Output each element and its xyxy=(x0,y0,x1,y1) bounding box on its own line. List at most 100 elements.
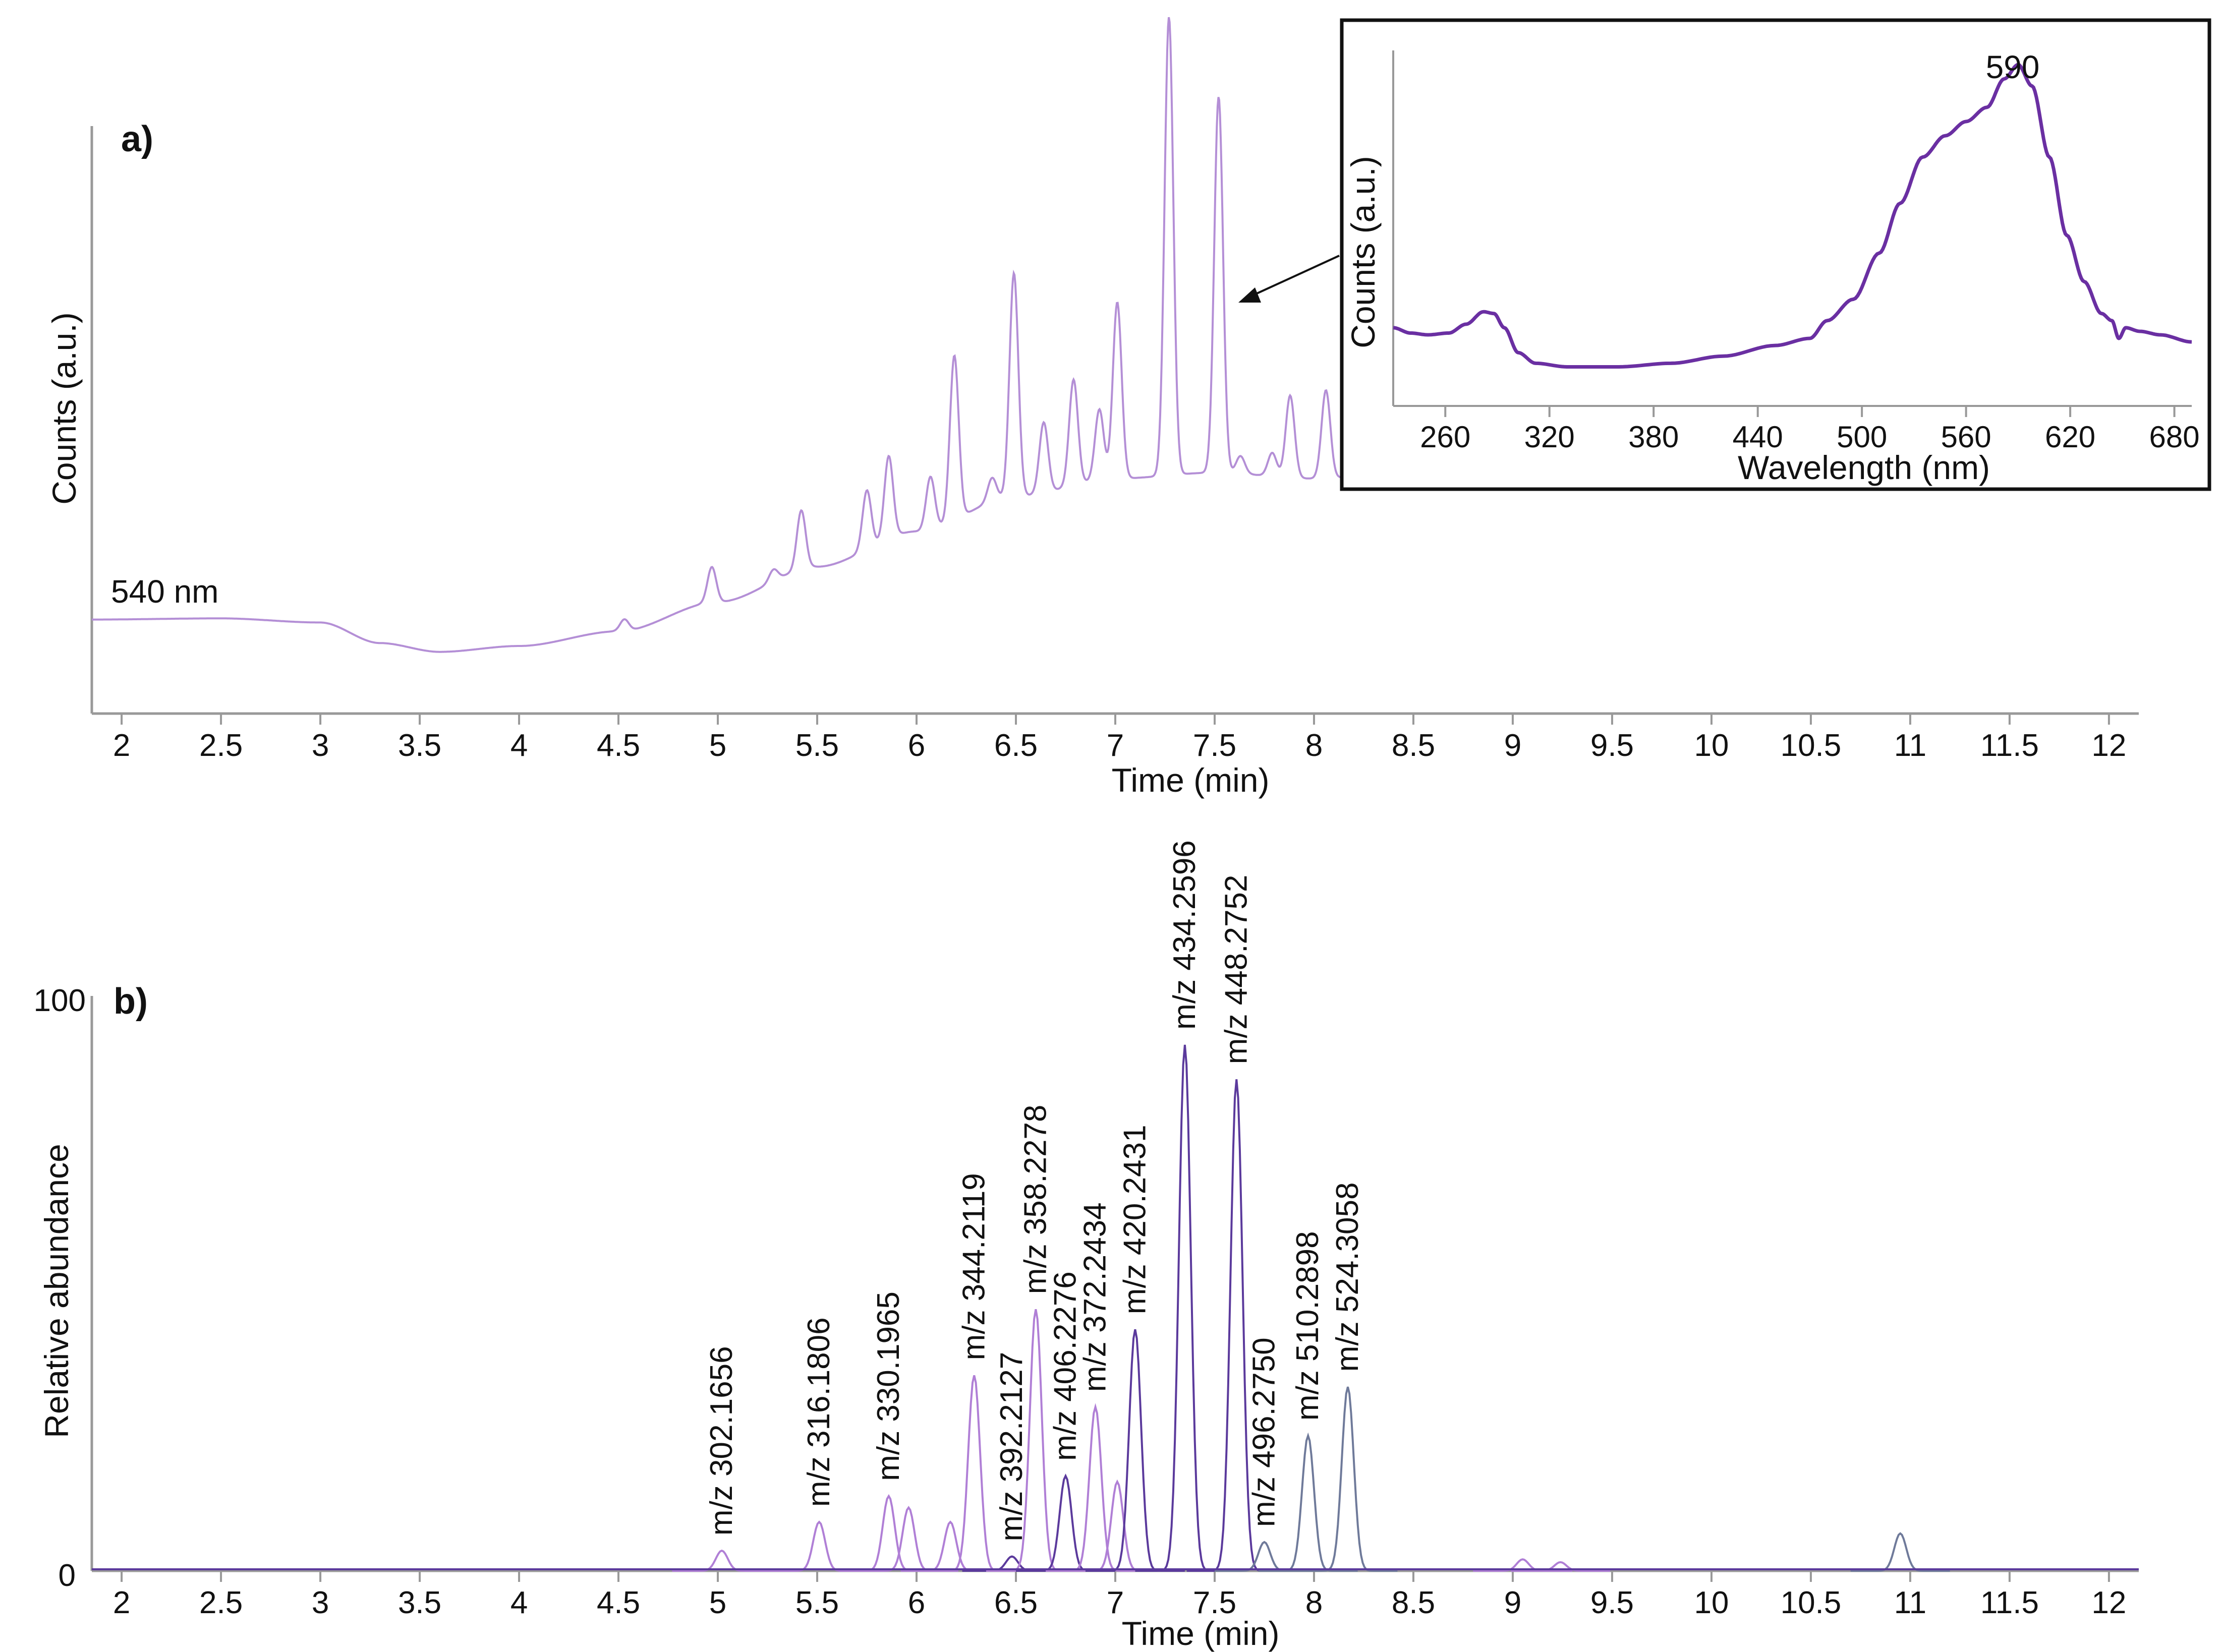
panel-b-x-tick-label: 4.5 xyxy=(597,1585,640,1620)
panel-b-y-tick-0: 0 xyxy=(59,1558,76,1593)
panel-b-x-tick-label: 9.5 xyxy=(1590,1585,1634,1620)
panel-b-peak xyxy=(1473,1558,1573,1572)
panel-b-x-ticks: 2 2.5 3 3.5 4 4.5 5 5.5 6 6.5 7 7.5 8 8.5 9 9.5 10 10.5 11… xyxy=(113,1571,2126,1620)
panel-b-y-tick-100: 100 xyxy=(34,983,86,1018)
panel-b-y-title: Relative abundance xyxy=(38,1144,75,1438)
panel-a-x-tick-label: 12 xyxy=(2091,728,2126,763)
peak-label: m/z 302.1656 xyxy=(704,1346,739,1536)
peak-label: m/z 510.2898 xyxy=(1290,1231,1325,1421)
inset-x-tick-label: 620 xyxy=(2045,420,2095,454)
inset-y-title: Counts (a.u.) xyxy=(1344,156,1382,348)
inset-arrow-head xyxy=(1238,287,1261,303)
peak-label: m/z 392.2127 xyxy=(994,1352,1029,1542)
panel-b-x-tick-label: 3 xyxy=(312,1585,329,1620)
panel-a-inset: Counts (a.u.) Wavelength (nm) 260 320 380 4… xyxy=(1340,18,2211,491)
panel-b-x-tick-label: 2 xyxy=(113,1585,130,1620)
panel-a-x-tick-label: 8.5 xyxy=(1392,728,1435,763)
panel-b-peak-labels: m/z 302.1656 m/z 316.1806 m/z 330.1965 m/z … xyxy=(704,840,1365,1541)
inset-arrow-line xyxy=(1253,255,1340,296)
panel-a-x-tick-label: 3.5 xyxy=(398,728,441,763)
panel-a-x-ticks: 2 2.5 3 3.5 4 4.5 5 5.5 6 6.5 7 7.5 8 8.5 9 9.5 10 10.5 11… xyxy=(113,714,2126,763)
panel-b-x-tick-label: 10 xyxy=(1694,1585,1729,1620)
panel-a-x-tick-label: 7.5 xyxy=(1193,728,1236,763)
panel-b-peak xyxy=(1258,1432,1358,1572)
panel-a-x-tick-label: 10.5 xyxy=(1781,728,1842,763)
panel-b-x-tick-label: 9 xyxy=(1504,1585,1521,1620)
panel-b-peak xyxy=(839,1494,939,1572)
peak-label: m/z 420.2431 xyxy=(1117,1125,1152,1314)
trace-label-540nm: 540 nm xyxy=(111,573,218,610)
panel-b-x-tick-label: 7 xyxy=(1107,1585,1124,1620)
panel-a: a) Counts (a.u.) Time (min) 2 2.5 3 3.5 4 4.5… xyxy=(45,17,2139,799)
panel-b-x-tick-label: 12 xyxy=(2091,1585,2126,1620)
panel-b-x-tick-label: 11 xyxy=(1894,1585,1926,1620)
panel-b-x-tick-label: 11.5 xyxy=(1980,1585,2039,1620)
panel-b-x-tick-label: 10.5 xyxy=(1781,1585,1842,1620)
panel-a-x-tick-label: 10 xyxy=(1694,728,1729,763)
panel-b-traces xyxy=(92,1044,2139,1572)
panel-b-peak xyxy=(1511,1561,1610,1572)
inset-x-ticks: 260 320 380 440 500 560 620 680 xyxy=(1420,406,2200,454)
panel-b-x-tick-label: 5.5 xyxy=(795,1585,839,1620)
panel-b-x-tick-label: 7.5 xyxy=(1193,1585,1236,1620)
inset-x-tick-label: 680 xyxy=(2149,420,2200,454)
inset-x-tick-label: 260 xyxy=(1420,420,1470,454)
panel-a-x-title: Time (min) xyxy=(1112,761,1270,799)
panel-b-x-tick-label: 8.5 xyxy=(1392,1585,1435,1620)
panel-b-x-tick-label: 6.5 xyxy=(994,1585,1038,1620)
panel-b-x-tick-label: 2.5 xyxy=(199,1585,243,1620)
panel-b-x-tick-label: 6 xyxy=(908,1585,925,1620)
panel-a-x-tick-label: 4 xyxy=(510,728,528,763)
panel-a-x-tick-label: 5 xyxy=(709,728,726,763)
panel-b-x-tick-label: 5 xyxy=(709,1585,726,1620)
panel-b-peak xyxy=(859,1506,958,1572)
panel-b-x-tick-label: 3.5 xyxy=(398,1585,441,1620)
inset-x-title: Wavelength (nm) xyxy=(1738,449,1990,486)
inset-x-tick-label: 560 xyxy=(1941,420,1991,454)
peak-label: m/z 358.2278 xyxy=(1018,1105,1053,1294)
panel-b-x-title: Time (min) xyxy=(1122,1615,1280,1652)
peak-label: m/z 434.2596 xyxy=(1167,840,1202,1030)
panel-b-peak xyxy=(672,1549,772,1572)
inset-peak-label: 590 xyxy=(1986,49,2040,85)
inset-x-tick-label: 440 xyxy=(1733,420,1783,454)
panel-a-x-tick-label: 2.5 xyxy=(199,728,243,763)
inset-x-tick-label: 380 xyxy=(1628,420,1679,454)
panel-a-x-tick-label: 9.5 xyxy=(1590,728,1634,763)
panel-a-x-tick-label: 6 xyxy=(908,728,925,763)
panel-a-x-tick-label: 3 xyxy=(312,728,329,763)
panel-b-peak xyxy=(1215,1541,1314,1572)
panel-b-x-tick-label: 8 xyxy=(1305,1585,1323,1620)
inset-x-tick-label: 320 xyxy=(1524,420,1575,454)
panel-a-x-tick-label: 6.5 xyxy=(994,728,1038,763)
panel-a-x-tick-label: 7 xyxy=(1107,728,1124,763)
panel-a-x-tick-label: 8 xyxy=(1305,728,1323,763)
panel-a-x-tick-label: 11.5 xyxy=(1980,728,2039,763)
panel-b-peak xyxy=(1298,1386,1398,1572)
panel-a-x-tick-label: 9 xyxy=(1504,728,1521,763)
inset-x-tick-label: 500 xyxy=(1837,420,1887,454)
inset-spectrum-trace xyxy=(1393,63,2192,369)
panel-a-x-tick-label: 2 xyxy=(113,728,130,763)
panel-a-label: a) xyxy=(121,119,153,159)
panel-a-x-tick-label: 4.5 xyxy=(597,728,640,763)
peak-label: m/z 406.2276 xyxy=(1048,1271,1083,1461)
panel-b-peak xyxy=(1046,1403,1146,1572)
peak-label: m/z 344.2119 xyxy=(956,1173,991,1360)
peak-label: m/z 330.1965 xyxy=(871,1291,906,1481)
panel-b-peak xyxy=(769,1520,869,1572)
peak-label: m/z 372.2434 xyxy=(1078,1202,1113,1392)
panel-b-peak xyxy=(1085,1329,1185,1572)
peak-label: m/z 316.1806 xyxy=(802,1317,836,1507)
inset-frame xyxy=(1340,18,2211,491)
panel-b-peak xyxy=(1016,1473,1115,1572)
panel-a-y-title: Counts (a.u.) xyxy=(45,312,83,505)
peak-label: m/z 496.2750 xyxy=(1247,1337,1282,1527)
panel-b: b) 100 0 Relative abundance Time (min) 2… xyxy=(34,840,2139,1652)
panel-a-x-tick-label: 11 xyxy=(1894,728,1926,763)
panel-b-peak xyxy=(1850,1532,1950,1572)
peak-label: m/z 524.3058 xyxy=(1330,1182,1365,1372)
peak-label: m/z 448.2752 xyxy=(1219,875,1253,1065)
panel-b-x-tick-label: 4 xyxy=(510,1585,528,1620)
